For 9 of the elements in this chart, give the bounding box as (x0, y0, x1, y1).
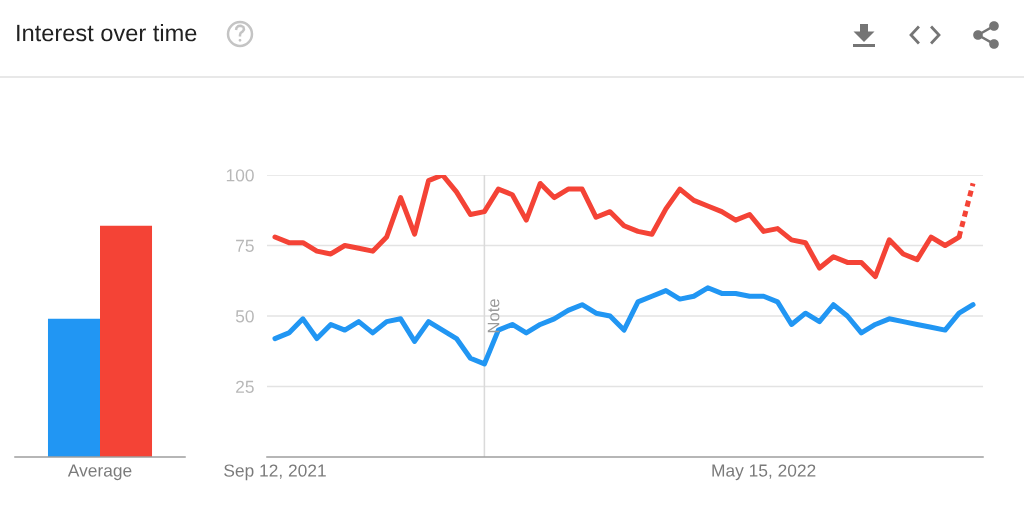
y-tick-label: 25 (236, 380, 254, 393)
y-tick-label: 75 (236, 239, 254, 252)
x-tick-label: Sep 12, 2021 (224, 464, 326, 481)
x-tick-label: May 15, 2022 (712, 464, 816, 481)
x-tick-label: Average (67, 464, 132, 481)
ref-line-label: Note (487, 299, 500, 333)
y-tick-label: 50 (235, 310, 254, 323)
chart-title: Interest over time (17, 24, 197, 42)
y-tick-label: 100 (226, 169, 254, 182)
